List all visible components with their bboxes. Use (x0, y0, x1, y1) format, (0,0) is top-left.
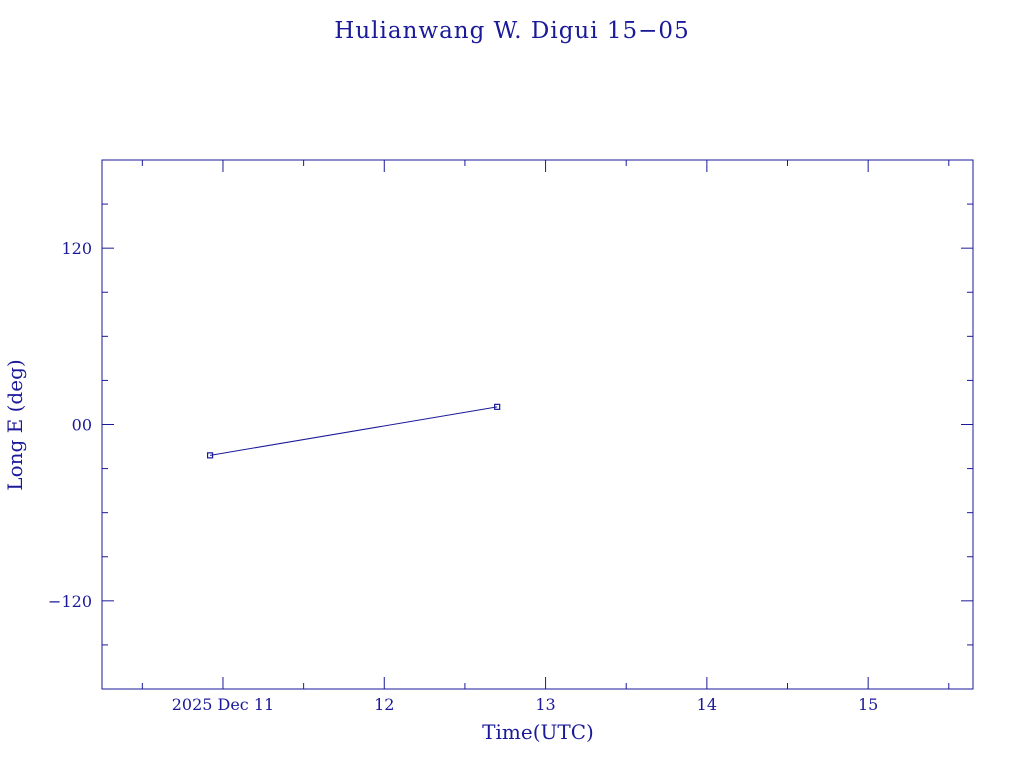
y-tick-label: −120 (48, 592, 92, 611)
x-tick-label: 14 (697, 695, 717, 714)
x-tick-label: 12 (374, 695, 394, 714)
data-point (494, 403, 501, 410)
plot-frame (101, 159, 974, 690)
x-tick-label: 2025 Dec 11 (172, 695, 275, 714)
x-tick-label: 13 (535, 695, 555, 714)
series-line (209, 406, 498, 456)
series-group (206, 403, 501, 459)
chart-title: Hulianwang W. Digui 15−05 (334, 18, 689, 44)
y-tick-label: 120 (61, 239, 92, 258)
x-tick-labels: 2025 Dec 11 12 13 14 15 (172, 695, 879, 714)
axis-ticks (102, 160, 973, 689)
y-tick-labels: 120 00 −120 (48, 239, 92, 611)
y-axis-title: Long E (deg) (3, 359, 27, 490)
x-axis-title: Time(UTC) (482, 720, 594, 744)
y-tick-label: 00 (72, 416, 92, 435)
data-point (206, 452, 214, 459)
x-tick-label: 15 (858, 695, 878, 714)
